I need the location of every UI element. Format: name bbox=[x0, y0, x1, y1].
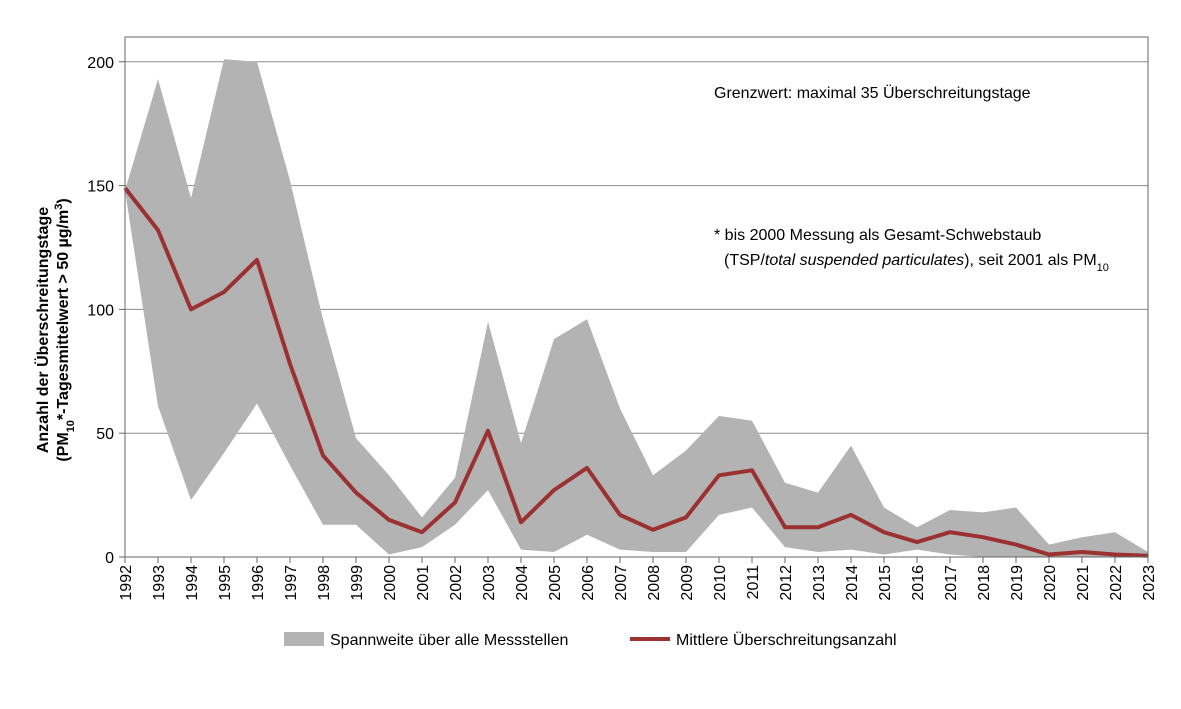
x-tick-label: 2000 bbox=[382, 565, 399, 601]
x-tick-label: 1996 bbox=[250, 565, 267, 601]
x-tick-label: 2001 bbox=[415, 565, 432, 601]
y-tick-label: 0 bbox=[105, 550, 114, 567]
y-axis-label-line2: (PM10*-Tagesmittelwert > 50 µg/m3) bbox=[53, 198, 77, 461]
x-tick-label: 1993 bbox=[151, 565, 168, 601]
x-tick-label: 2020 bbox=[1042, 565, 1059, 601]
x-tick-label: 2014 bbox=[844, 565, 861, 601]
x-tick-label: 2017 bbox=[943, 565, 960, 601]
x-tick-label: 2023 bbox=[1141, 565, 1158, 601]
x-tick-label: 2021 bbox=[1075, 565, 1092, 601]
x-tick-label: 1995 bbox=[217, 565, 234, 601]
y-axis-label-line1: Anzahl der Überschreitungstage bbox=[33, 207, 52, 453]
annotation-note-line2: (TSP/total suspended particulates), seit… bbox=[724, 252, 1109, 274]
x-tick-label: 2022 bbox=[1108, 565, 1125, 601]
x-tick-label: 2009 bbox=[679, 565, 696, 601]
x-tick-label: 2018 bbox=[976, 565, 993, 601]
y-axis-ticks: 0 50 100 150 200 bbox=[87, 55, 125, 567]
legend-range-label: Spannweite über alle Messstellen bbox=[330, 632, 568, 649]
annotation-limit: Grenzwert: maximal 35 Überschreitungstag… bbox=[714, 84, 1031, 102]
legend-line-label: Mittlere Überschreitungsanzahl bbox=[676, 631, 897, 649]
plot-frame bbox=[124, 36, 1149, 558]
x-tick-label: 2004 bbox=[514, 565, 531, 601]
x-tick-label: 2005 bbox=[547, 565, 564, 601]
x-tick-label: 1992 bbox=[118, 565, 135, 601]
mean-line bbox=[123, 186, 1149, 558]
y-tick-label: 50 bbox=[96, 426, 114, 443]
x-tick-label: 1999 bbox=[349, 565, 366, 601]
x-tick-label: 2012 bbox=[778, 565, 795, 601]
plot-border bbox=[124, 36, 1149, 558]
x-tick-label: 2008 bbox=[646, 565, 663, 601]
x-tick-label: 2006 bbox=[580, 565, 597, 601]
legend-range-swatch bbox=[284, 632, 324, 646]
y-tick-label: 100 bbox=[87, 302, 114, 319]
x-tick-label: 2016 bbox=[910, 565, 927, 601]
x-tick-label: 1997 bbox=[283, 565, 300, 601]
x-tick-label: 2007 bbox=[613, 565, 630, 601]
x-tick-label: 2003 bbox=[481, 565, 498, 601]
x-tick-label: 2002 bbox=[448, 565, 465, 601]
range-area bbox=[125, 59, 1148, 558]
x-axis-ticks: 1992 1993 1994 1995 1996 1997 1998 1999 2000 2001… bbox=[118, 557, 1158, 601]
legend: Spannweite über alle Messstellen Mittler… bbox=[284, 631, 897, 649]
x-tick-label: 2015 bbox=[877, 565, 894, 601]
x-tick-label: 1998 bbox=[316, 565, 333, 601]
y-tick-label: 200 bbox=[87, 55, 114, 72]
x-tick-label: 2010 bbox=[712, 565, 729, 601]
x-tick-label: 2019 bbox=[1009, 565, 1026, 601]
annotation-note-line1: * bis 2000 Messung als Gesamt-Schwebstau… bbox=[714, 227, 1041, 244]
x-tick-label: 2011 bbox=[745, 565, 762, 600]
x-tick-label: 1994 bbox=[184, 565, 201, 601]
y-tick-label: 150 bbox=[87, 179, 114, 196]
x-tick-label: 2013 bbox=[811, 565, 828, 601]
